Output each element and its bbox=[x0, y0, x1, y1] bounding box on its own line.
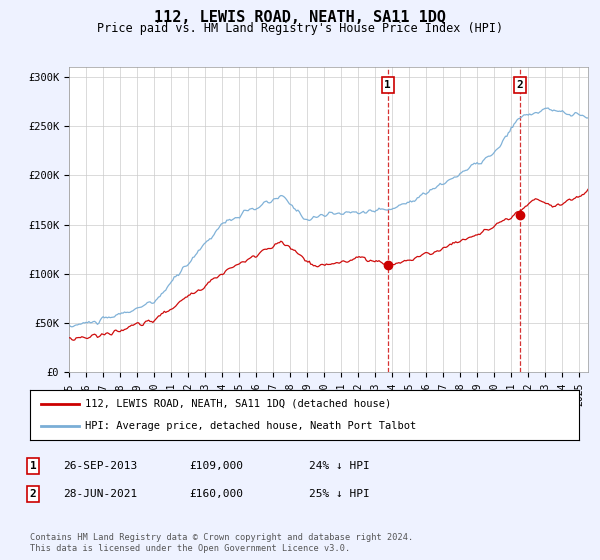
Text: 26-SEP-2013: 26-SEP-2013 bbox=[63, 461, 137, 471]
Text: 1: 1 bbox=[385, 80, 391, 90]
Text: 2: 2 bbox=[517, 80, 523, 90]
Text: 2: 2 bbox=[29, 489, 37, 499]
Text: 1: 1 bbox=[29, 461, 37, 471]
Text: 24% ↓ HPI: 24% ↓ HPI bbox=[309, 461, 370, 471]
Text: Contains HM Land Registry data © Crown copyright and database right 2024.
This d: Contains HM Land Registry data © Crown c… bbox=[30, 533, 413, 553]
Text: 112, LEWIS ROAD, NEATH, SA11 1DQ (detached house): 112, LEWIS ROAD, NEATH, SA11 1DQ (detach… bbox=[85, 399, 391, 409]
Text: 25% ↓ HPI: 25% ↓ HPI bbox=[309, 489, 370, 499]
Text: 112, LEWIS ROAD, NEATH, SA11 1DQ: 112, LEWIS ROAD, NEATH, SA11 1DQ bbox=[154, 10, 446, 25]
Text: Price paid vs. HM Land Registry's House Price Index (HPI): Price paid vs. HM Land Registry's House … bbox=[97, 22, 503, 35]
Text: £160,000: £160,000 bbox=[189, 489, 243, 499]
Text: HPI: Average price, detached house, Neath Port Talbot: HPI: Average price, detached house, Neat… bbox=[85, 421, 416, 431]
Text: 28-JUN-2021: 28-JUN-2021 bbox=[63, 489, 137, 499]
Text: £109,000: £109,000 bbox=[189, 461, 243, 471]
